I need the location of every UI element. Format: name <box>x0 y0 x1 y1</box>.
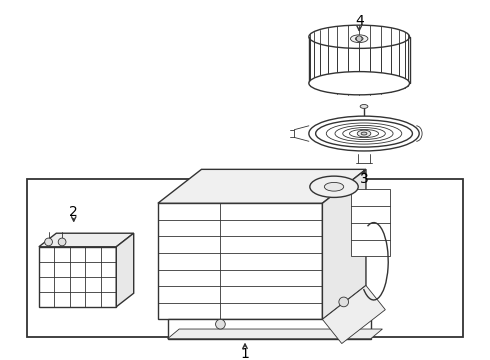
Text: 3: 3 <box>360 172 368 186</box>
Circle shape <box>356 36 362 42</box>
Circle shape <box>216 319 225 329</box>
Bar <box>27 179 463 337</box>
Ellipse shape <box>355 37 363 41</box>
Text: 1: 1 <box>241 347 249 360</box>
Ellipse shape <box>316 120 413 147</box>
Ellipse shape <box>350 35 368 42</box>
Ellipse shape <box>360 104 368 108</box>
Polygon shape <box>39 233 134 247</box>
Polygon shape <box>158 203 322 319</box>
Polygon shape <box>116 233 134 307</box>
Circle shape <box>58 238 66 246</box>
Text: 2: 2 <box>70 205 78 219</box>
Ellipse shape <box>310 176 358 197</box>
Polygon shape <box>158 169 366 203</box>
Ellipse shape <box>324 183 343 191</box>
Ellipse shape <box>357 130 371 137</box>
Polygon shape <box>168 329 382 339</box>
Ellipse shape <box>309 116 419 151</box>
Circle shape <box>339 297 348 307</box>
Ellipse shape <box>361 132 367 135</box>
Ellipse shape <box>309 72 410 95</box>
Polygon shape <box>322 285 385 343</box>
Polygon shape <box>168 319 371 339</box>
Text: 4: 4 <box>355 14 364 28</box>
Polygon shape <box>322 169 366 319</box>
Polygon shape <box>39 247 116 307</box>
Polygon shape <box>351 189 390 256</box>
Circle shape <box>45 238 52 246</box>
